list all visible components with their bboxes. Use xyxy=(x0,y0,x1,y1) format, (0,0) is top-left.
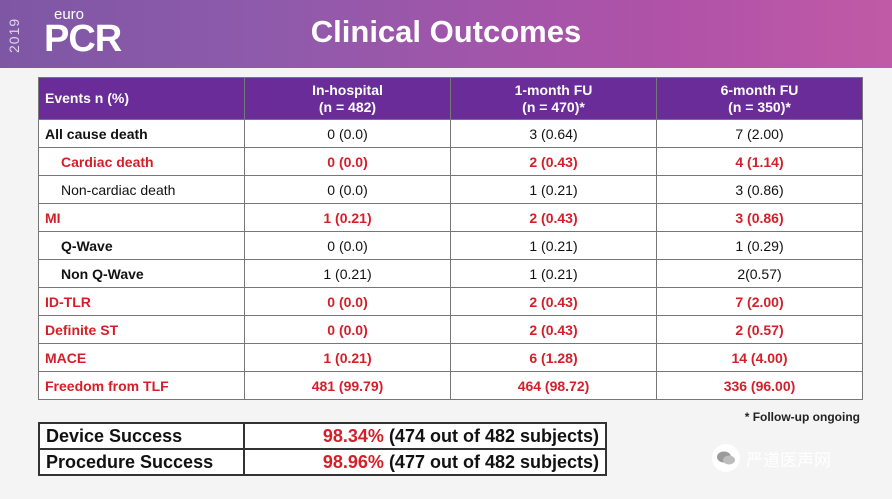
header-in-hospital: In-hospital (n = 482) xyxy=(244,77,451,120)
table-row: Q-Wave 0 (0.0) 1 (0.21) 1 (0.29) xyxy=(38,231,863,260)
table-cell: 2 (0.57) xyxy=(656,315,863,344)
device-success-row: Device Success 98.34% (474 out of 482 su… xyxy=(38,422,607,450)
table-cell: 14 (4.00) xyxy=(656,343,863,372)
row-label: ID-TLR xyxy=(38,287,245,316)
slide-title: Clinical Outcomes xyxy=(310,14,582,49)
procedure-success-label: Procedure Success xyxy=(38,448,245,476)
clinical-outcomes-table: Events n (%) In-hospital (n = 482) 1-mont… xyxy=(38,77,863,400)
table-row: All cause death 0 (0.0) 3 (0.64) 7 (2.00… xyxy=(38,119,863,148)
row-label: Q-Wave xyxy=(38,231,245,260)
table-cell: 2 (0.43) xyxy=(450,287,657,316)
row-label: Non-cardiac death xyxy=(38,175,245,204)
table-cell: 0 (0.0) xyxy=(244,287,451,316)
table-cell: 1 (0.21) xyxy=(450,231,657,260)
row-label: Definite ST xyxy=(38,315,245,344)
table-cell: 1 (0.29) xyxy=(656,231,863,260)
table-row: Non-cardiac death 0 (0.0) 1 (0.21) 3 (0.… xyxy=(38,175,863,204)
logo-euro-text: euro xyxy=(54,6,85,23)
table-cell: 0 (0.0) xyxy=(244,147,451,176)
table-cell: 481 (99.79) xyxy=(244,371,451,400)
table-row: ID-TLR 0 (0.0) 2 (0.43) 7 (2.00) xyxy=(38,287,863,316)
watermark: 严道医声网 xyxy=(712,444,831,472)
device-success-detail: (474 out of 482 subjects) xyxy=(383,425,599,446)
table-cell: 7 (2.00) xyxy=(656,287,863,316)
device-success-label: Device Success xyxy=(38,422,245,450)
watermark-text: 严道医声网 xyxy=(746,450,831,470)
row-label: Freedom from TLF xyxy=(38,371,245,400)
header-events: Events n (%) xyxy=(38,77,245,120)
table-cell: 4 (1.14) xyxy=(656,147,863,176)
row-label: Cardiac death xyxy=(38,147,245,176)
device-success-percent: 98.34% xyxy=(322,425,384,446)
table-cell: 464 (98.72) xyxy=(450,371,657,400)
row-label: Non Q-Wave xyxy=(38,259,245,288)
table-row: MI 1 (0.21) 2 (0.43) 3 (0.86) xyxy=(38,203,863,232)
table-header-row: Events n (%) In-hospital (n = 482) 1-mont… xyxy=(38,77,863,120)
table-cell: 0 (0.0) xyxy=(244,119,451,148)
success-summary-table: Device Success 98.34% (474 out of 482 su… xyxy=(38,422,607,476)
table-cell: 1 (0.21) xyxy=(244,203,451,232)
table-cell: 7 (2.00) xyxy=(656,119,863,148)
table-cell: 1 (0.21) xyxy=(450,259,657,288)
table-row: MACE 1 (0.21) 6 (1.28) 14 (4.00) xyxy=(38,343,863,372)
table-cell: 1 (0.21) xyxy=(244,259,451,288)
table-cell: 3 (0.86) xyxy=(656,203,863,232)
table-row: Non Q-Wave 1 (0.21) 1 (0.21) 2(0.57) xyxy=(38,259,863,288)
header-6-month: 6-month FU (n = 350)* xyxy=(656,77,863,120)
row-label: All cause death xyxy=(38,119,245,148)
table-cell: 0 (0.0) xyxy=(244,231,451,260)
table-cell: 0 (0.0) xyxy=(244,315,451,344)
row-label: MI xyxy=(38,203,245,232)
procedure-success-percent: 98.96% xyxy=(322,451,384,472)
procedure-success-row: Procedure Success 98.96% (477 out of 482… xyxy=(38,448,607,476)
table-cell: 1 (0.21) xyxy=(450,175,657,204)
table-cell: 336 (96.00) xyxy=(656,371,863,400)
table-cell: 0 (0.0) xyxy=(244,175,451,204)
row-label: MACE xyxy=(38,343,245,372)
table-cell: 3 (0.86) xyxy=(656,175,863,204)
table-cell: 2 (0.43) xyxy=(450,203,657,232)
wechat-icon xyxy=(712,444,740,472)
table-cell: 2 (0.43) xyxy=(450,315,657,344)
table-cell: 3 (0.64) xyxy=(450,119,657,148)
table-row: Definite ST 0 (0.0) 2 (0.43) 2 (0.57) xyxy=(38,315,863,344)
title-banner: 2019 euro PCR Clinical Outcomes xyxy=(0,0,892,68)
header-1-month: 1-month FU (n = 470)* xyxy=(450,77,657,120)
table-row: Freedom from TLF 481 (99.79) 464 (98.72)… xyxy=(38,371,863,400)
table-cell: 6 (1.28) xyxy=(450,343,657,372)
procedure-success-value: 98.96% (477 out of 482 subjects) xyxy=(243,448,607,476)
logo-pcr-text: PCR xyxy=(44,18,122,60)
procedure-success-detail: (477 out of 482 subjects) xyxy=(383,451,599,472)
table-cell: 1 (0.21) xyxy=(244,343,451,372)
footnote: * Follow-up ongoing xyxy=(744,410,860,424)
table-row: Cardiac death 0 (0.0) 2 (0.43) 4 (1.14) xyxy=(38,147,863,176)
device-success-value: 98.34% (474 out of 482 subjects) xyxy=(243,422,607,450)
table-cell: 2 (0.43) xyxy=(450,147,657,176)
table-cell: 2(0.57) xyxy=(656,259,863,288)
